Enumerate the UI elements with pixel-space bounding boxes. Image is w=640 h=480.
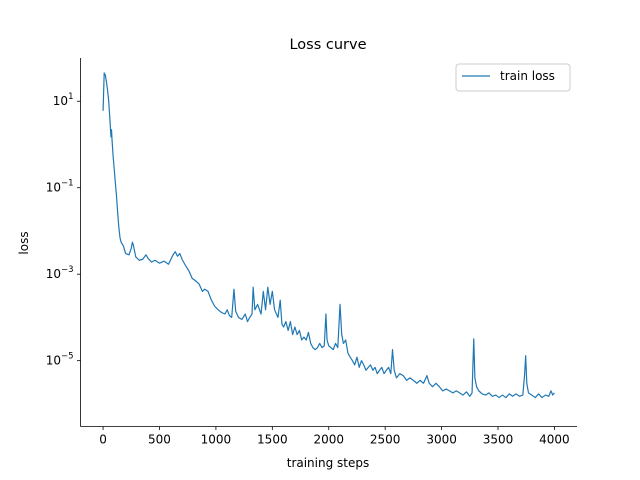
x-tick-label: 3000: [426, 433, 457, 447]
x-tick-label: 1500: [257, 433, 288, 447]
y-axis-label: loss: [17, 231, 31, 254]
x-tick-label: 1000: [201, 433, 232, 447]
series-layer: [102, 72, 555, 399]
legend-label: train loss: [500, 69, 555, 83]
chart-title: Loss curve: [289, 37, 366, 53]
x-tick-label: 4000: [539, 433, 570, 447]
legend-frame: [455, 63, 571, 92]
x-tick-label: 500: [148, 433, 171, 447]
y-tick-label: 10−3: [46, 265, 74, 281]
x-ticks: 0 500 1000 1500 2000 2500 3000 3500 4000: [99, 426, 570, 447]
plot-area: 0 500 1000 1500 2000 2500 3000 3500 4000 10−510−…: [46, 58, 577, 447]
x-tick-label: 0: [99, 433, 107, 447]
x-tick-label: 2500: [370, 433, 401, 447]
y-tick-label: 101: [53, 92, 74, 108]
series-line-train-loss: [102, 72, 555, 399]
x-tick-label: 2000: [313, 433, 344, 447]
y-tick-label: 10−5: [46, 352, 74, 368]
x-axis-label: training steps: [287, 456, 370, 470]
x-tick-label: 3500: [483, 433, 514, 447]
legend: train loss: [455, 63, 571, 92]
y-tick-label: 10−1: [46, 179, 74, 195]
y-ticks: 10−5 10−3 10−1 101: [46, 92, 81, 368]
